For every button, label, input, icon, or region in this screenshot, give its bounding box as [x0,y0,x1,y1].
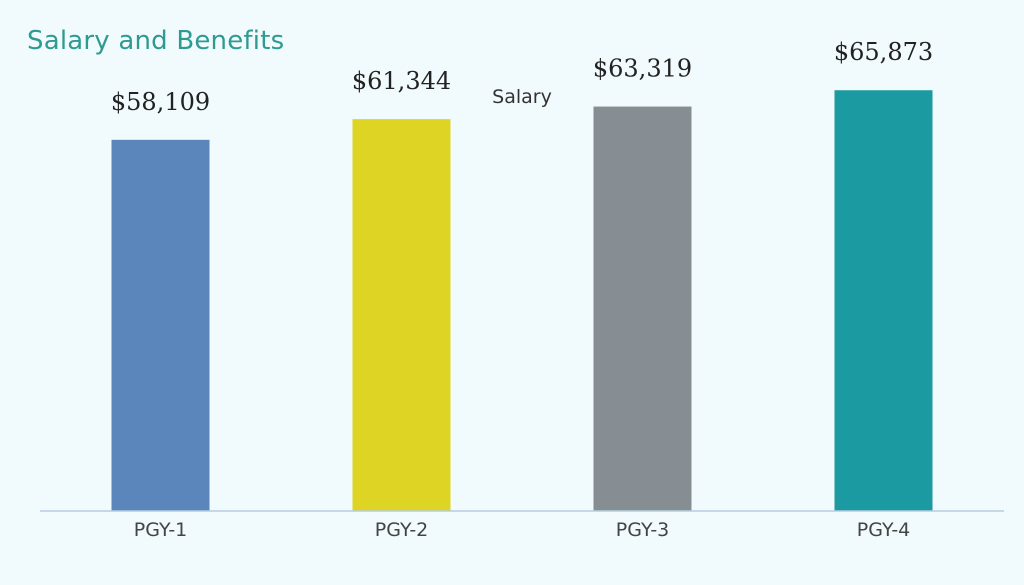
bar-pgy-1 [111,139,210,511]
bar-pgy-3 [593,106,692,511]
value-label-pgy-3: $63,319 [593,55,692,83]
bar-pgy-4 [834,90,933,512]
value-label-pgy-2: $61,344 [352,67,451,95]
value-label-pgy-4: $65,873 [834,38,933,66]
tick-labels-group: PGY-1 PGY-2 PGY-3 PGY-4 [134,519,911,541]
tick-label-pgy-3: PGY-3 [616,519,670,541]
tick-label-pgy-4: PGY-4 [857,519,911,541]
bars-group [111,90,933,512]
bar-pgy-2 [352,119,451,512]
chart-title: Salary [492,86,552,108]
value-labels-group: $58,109 $61,344 $63,319 $65,873 [111,38,933,116]
tick-label-pgy-1: PGY-1 [134,519,188,541]
section-title: Salary and Benefits [27,26,285,56]
tick-label-pgy-2: PGY-2 [375,519,429,541]
value-label-pgy-1: $58,109 [111,88,210,116]
